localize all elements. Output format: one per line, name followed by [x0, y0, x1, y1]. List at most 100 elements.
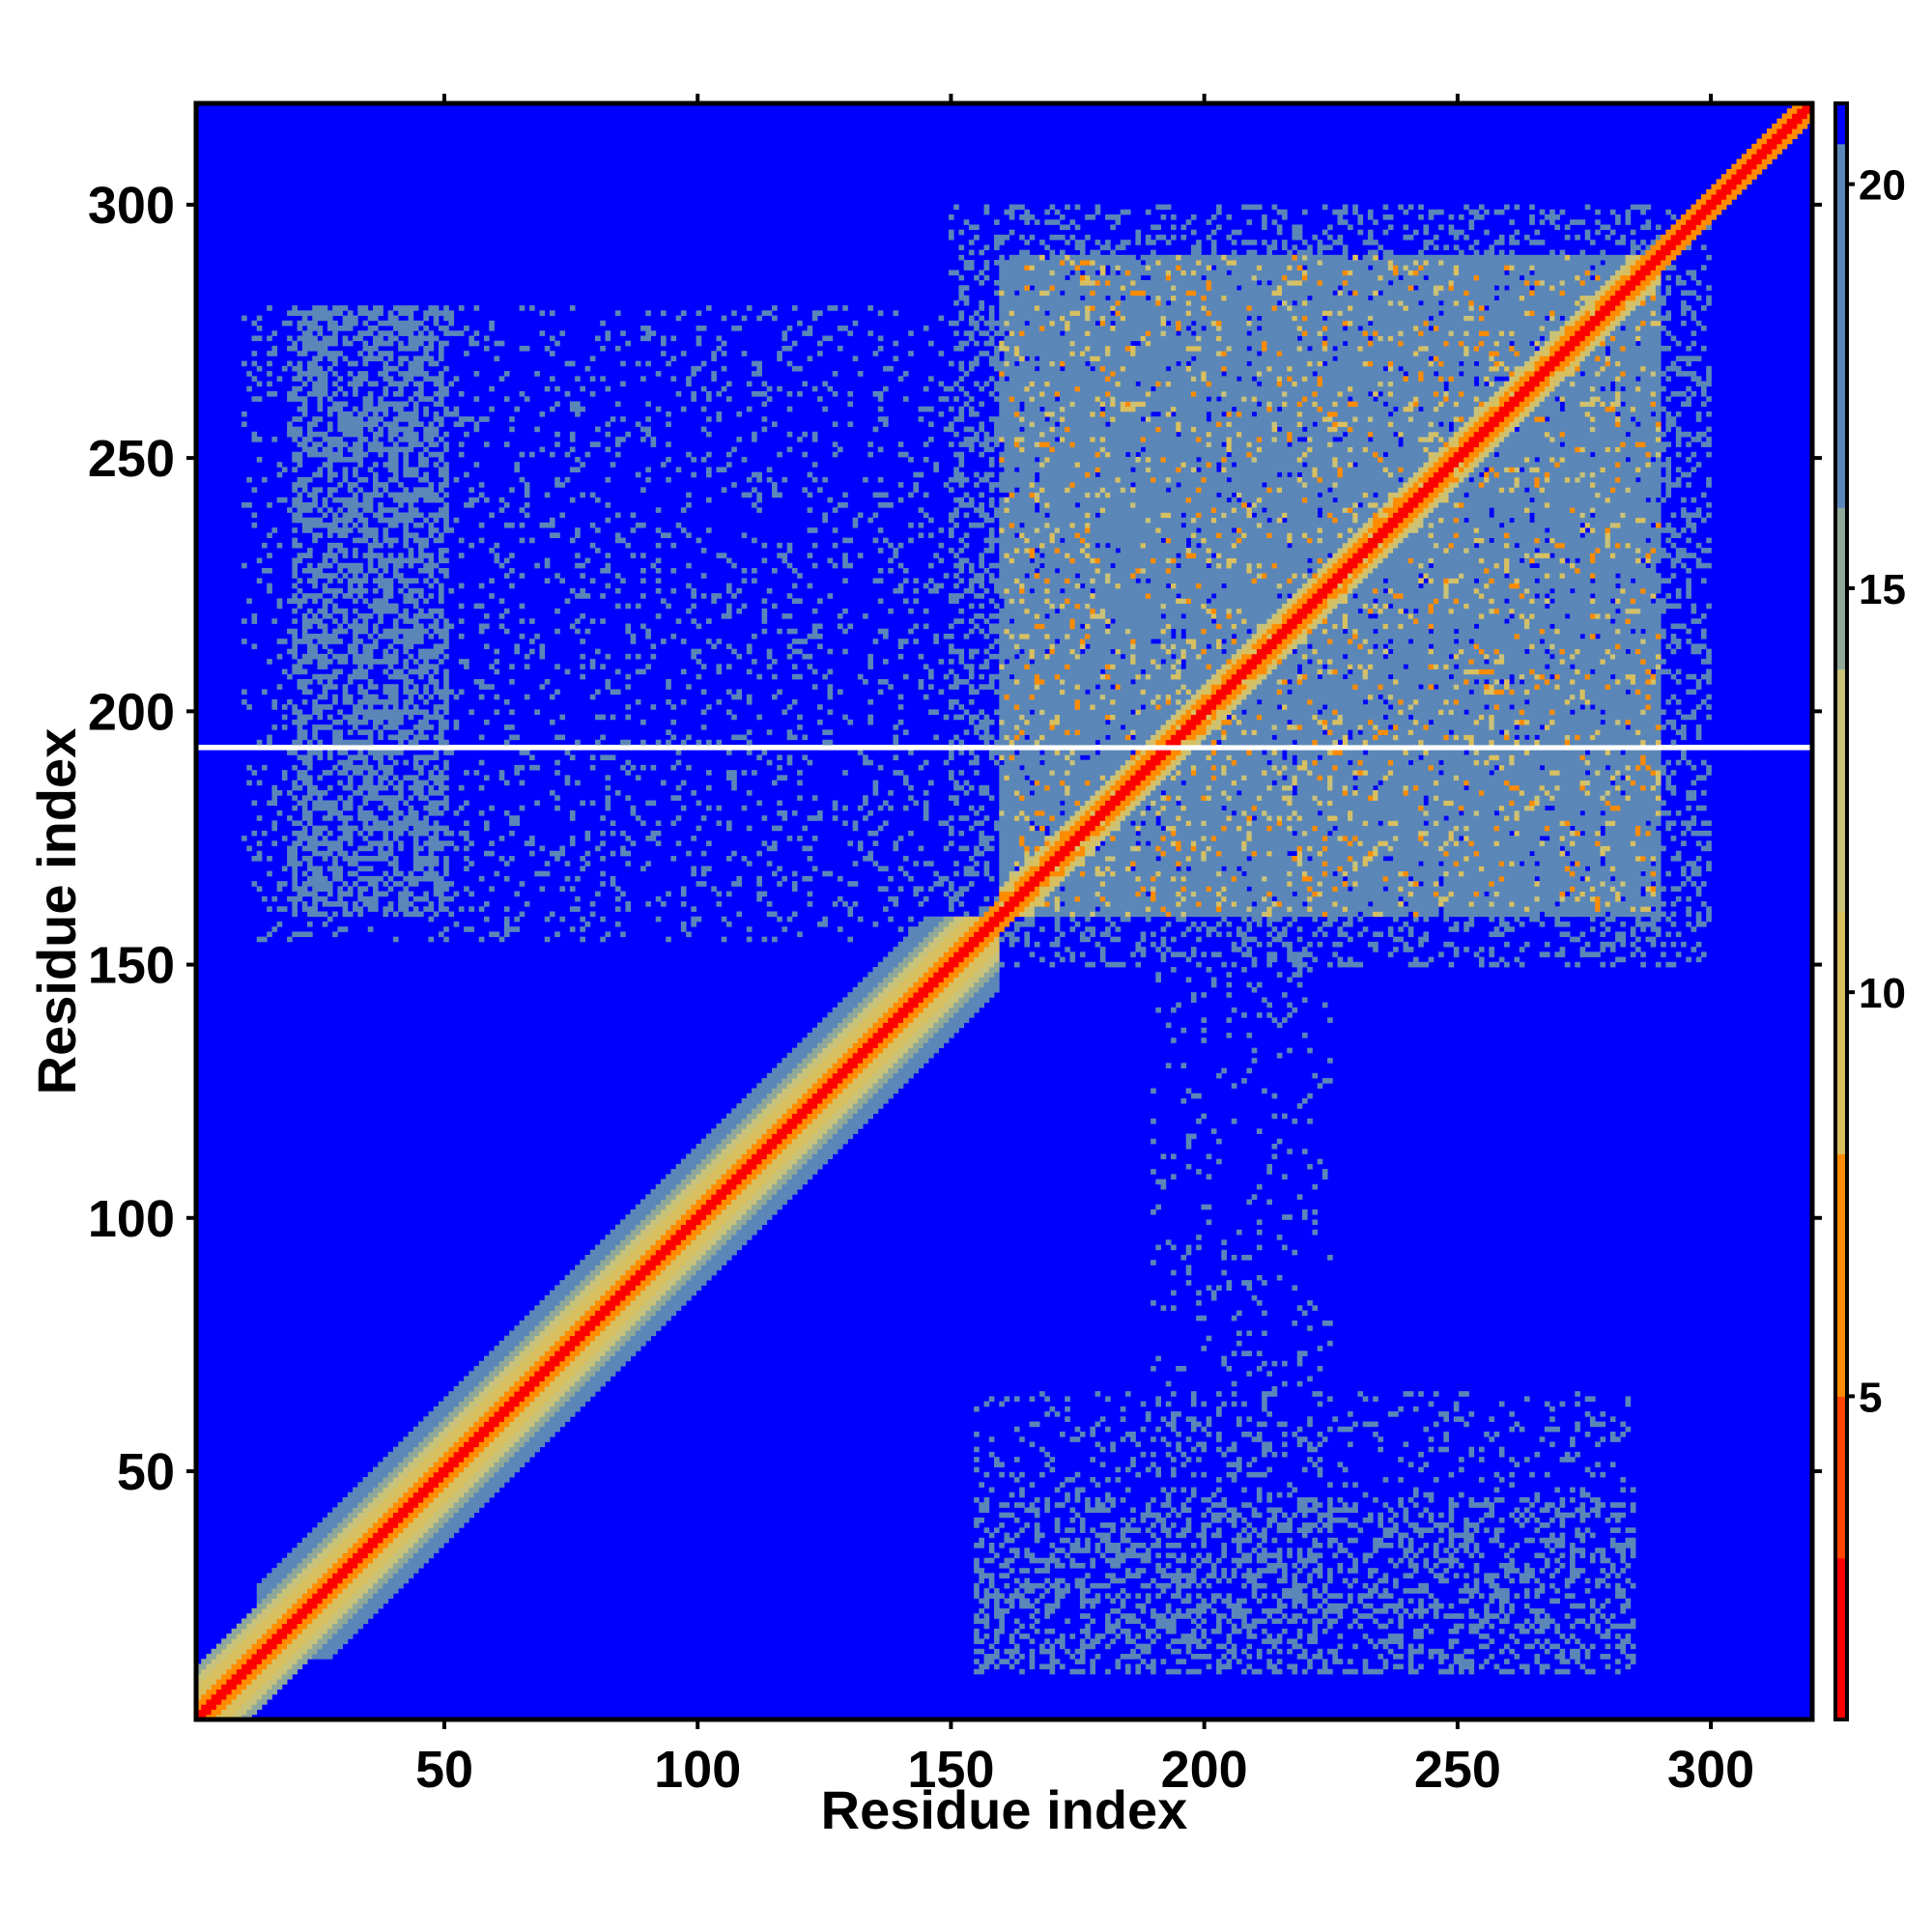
heatmap-cell: [236, 744, 242, 751]
heatmap-cell: [686, 931, 692, 938]
heatmap-cell: [403, 305, 409, 316]
heatmap-cell: [589, 694, 596, 700]
heatmap-cell: [675, 315, 682, 322]
heatmap-cell: [383, 1487, 389, 1498]
heatmap-cell: [423, 1522, 429, 1533]
heatmap-cell: [312, 471, 318, 478]
heatmap-cell: [423, 1532, 429, 1544]
heatmap-cell: [509, 830, 515, 837]
heatmap-cell: [383, 330, 389, 336]
heatmap-cell: [675, 467, 682, 473]
heatmap-cell: [706, 1249, 712, 1261]
heatmap-cell: [539, 845, 546, 852]
heatmap-cell: [650, 1219, 657, 1231]
heatmap-cell: [700, 881, 707, 887]
heatmap-cell: [938, 1027, 945, 1049]
heatmap-cell: [731, 482, 737, 488]
heatmap-cell: [372, 553, 379, 558]
heatmap-cell: [842, 502, 848, 508]
heatmap-cell: [539, 1426, 546, 1448]
heatmap-cell: [655, 1264, 662, 1276]
heatmap-cell: [680, 1179, 687, 1190]
heatmap-cell: [731, 694, 737, 700]
heatmap-cell: [544, 522, 551, 528]
heatmap-cell: [498, 1457, 505, 1467]
heatmap-cell: [1013, 739, 1020, 746]
heatmap-cell: [1019, 1654, 1025, 1660]
heatmap-cell: [725, 1169, 732, 1179]
heatmap-cell: [357, 739, 363, 746]
heatmap-cell: [994, 936, 1000, 952]
heatmap-cell: [378, 1517, 384, 1528]
heatmap-cell: [357, 502, 363, 508]
heatmap-cell: [267, 800, 272, 807]
heatmap-cell: [923, 744, 929, 751]
heatmap-cell: [281, 1638, 288, 1650]
heatmap-cell: [963, 790, 970, 796]
heatmap-cell: [322, 724, 328, 730]
heatmap-cell: [958, 739, 965, 746]
heatmap-cell: [857, 1063, 864, 1074]
heatmap-cell: [827, 1138, 834, 1160]
heatmap-cell: [893, 734, 899, 746]
heatmap-cell: [317, 507, 324, 513]
heatmap-cell: [645, 901, 651, 907]
heatmap-cell: [519, 911, 526, 918]
heatmap-cell: [983, 906, 990, 912]
heatmap-cell: [625, 431, 632, 438]
heatmap-cell: [267, 532, 272, 539]
heatmap-cell: [772, 1194, 778, 1215]
heatmap-cell: [509, 1371, 515, 1387]
heatmap-cell: [857, 744, 864, 751]
heatmap-cell: [534, 426, 540, 433]
heatmap-cell: [660, 744, 667, 751]
heatmap-cell: [494, 1366, 500, 1377]
heatmap-cell: [564, 1380, 571, 1392]
heatmap-cell: [312, 1643, 318, 1655]
heatmap-cell: [791, 1163, 798, 1175]
heatmap-cell: [423, 471, 429, 483]
heatmap-cell: [443, 365, 449, 372]
heatmap-cell: [852, 986, 859, 1009]
heatmap-cell: [614, 345, 621, 352]
heatmap-cell: [791, 1138, 798, 1154]
heatmap-cell: [979, 451, 984, 458]
heatmap-cell: [473, 330, 480, 336]
heatmap-cell: [1034, 780, 1040, 786]
heatmap-cell: [357, 411, 363, 468]
heatmap-cell: [948, 229, 954, 241]
heatmap-cell: [519, 744, 526, 751]
heatmap-cell: [297, 451, 303, 468]
heatmap-cell: [408, 784, 414, 791]
heatmap-cell: [347, 371, 354, 377]
heatmap-cell: [1029, 487, 1036, 493]
heatmap-cell: [666, 1264, 671, 1281]
heatmap-cell: [837, 623, 843, 630]
heatmap-cell: [600, 1330, 606, 1347]
heatmap-cell: [837, 1128, 843, 1150]
heatmap-cell: [772, 421, 778, 427]
heatmap-cell: [811, 623, 818, 639]
heatmap-cell: [716, 805, 723, 811]
heatmap-cell: [781, 345, 788, 352]
heatmap-cell: [458, 1411, 465, 1422]
heatmap-cell: [357, 512, 363, 524]
heatmap-cell: [342, 850, 349, 862]
heatmap-cell: [772, 659, 778, 665]
heatmap-cell: [655, 371, 662, 377]
heatmap-cell: [509, 1350, 515, 1362]
heatmap-cell: [271, 527, 278, 533]
heatmap-cell: [721, 467, 727, 473]
heatmap-cell: [893, 770, 899, 776]
heatmap-cell: [736, 653, 743, 660]
heatmap-cell: [357, 698, 363, 715]
heatmap-cell: [514, 643, 520, 655]
heatmap-cell: [281, 866, 288, 872]
heatmap-cell: [281, 836, 288, 841]
heatmap-cell: [1013, 345, 1020, 356]
heatmap-cell: [297, 784, 303, 791]
heatmap-cell: [974, 507, 980, 513]
heatmap-cell: [453, 1492, 460, 1503]
heatmap-cell: [867, 1037, 873, 1054]
heatmap-cell: [201, 1704, 207, 1720]
